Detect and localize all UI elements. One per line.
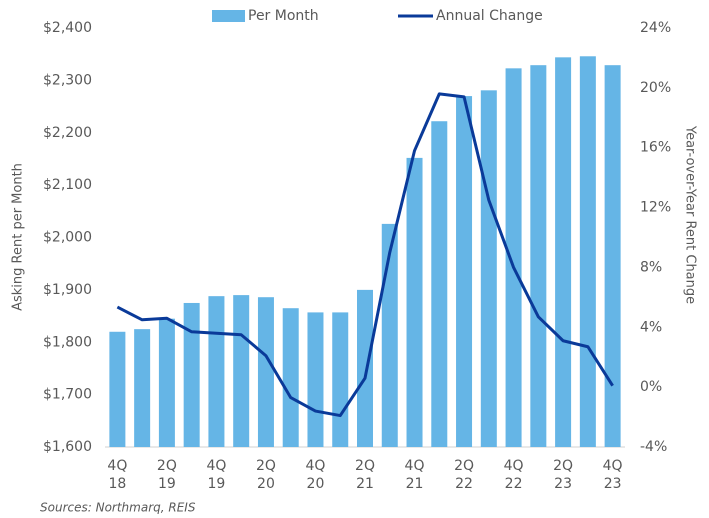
x-tick-line: 4Q — [306, 458, 326, 474]
x-tick-line: 21 — [356, 476, 374, 492]
y-tick-label: $2,300 — [43, 72, 92, 88]
x-tick-label: 4Q 23 — [603, 458, 623, 492]
x-tick-line: 4Q — [504, 458, 524, 474]
x-tick-label: 4Q 19 — [206, 458, 226, 492]
y-tick-label: $2,200 — [43, 125, 92, 141]
bar — [208, 296, 225, 447]
y-tick-label: $1,900 — [43, 282, 92, 298]
x-tick-line: 20 — [307, 476, 325, 492]
x-tick-label: 4Q 21 — [405, 458, 425, 492]
x-tick-line: 2Q — [553, 458, 573, 474]
bar — [480, 90, 497, 448]
x-tick-label: 2Q 21 — [355, 458, 375, 492]
x-tick-line: 18 — [108, 476, 126, 492]
bar — [505, 68, 522, 448]
bar — [431, 121, 448, 447]
y2-tick-label: 12% — [640, 200, 671, 216]
x-tick-line: 20 — [257, 476, 275, 492]
x-tick-label: 2Q 23 — [553, 458, 573, 492]
bar — [604, 65, 621, 447]
y-tick-label: $1,600 — [43, 439, 92, 455]
bar — [307, 312, 324, 447]
y2-tick-label: 8% — [640, 259, 662, 275]
y2-tick-label: 4% — [640, 319, 662, 335]
x-tick-line: 2Q — [454, 458, 474, 474]
x-tick-line: 4Q — [603, 458, 623, 474]
line — [116, 92, 614, 418]
y2-tick-label: -4% — [640, 439, 667, 455]
x-tick-line: 4Q — [206, 458, 226, 474]
legend-label: Annual Change — [436, 8, 543, 24]
x-tick-label: 4Q 18 — [107, 458, 127, 492]
x-tick-label: 2Q 20 — [256, 458, 276, 492]
x-tick-line: 22 — [455, 476, 473, 492]
legend-label: Per Month — [248, 8, 319, 24]
bar — [456, 96, 473, 448]
y2-tick-label: 16% — [640, 140, 671, 156]
y-tick-label: $2,400 — [43, 20, 92, 36]
bar — [109, 331, 126, 447]
bar — [530, 65, 547, 447]
bar — [257, 297, 274, 447]
legend-swatch — [212, 10, 245, 22]
y-tick-label: $1,700 — [43, 387, 92, 403]
y2-tick-label: 0% — [640, 379, 662, 395]
x-tick-line: 2Q — [157, 458, 177, 474]
y-tick-label: $1,800 — [43, 334, 92, 350]
bar — [158, 318, 175, 447]
x-tick-line: 23 — [604, 476, 622, 492]
bar — [357, 289, 373, 447]
x-tick-line: 21 — [406, 476, 424, 492]
y-axis-title: Asking Rent per Month — [11, 163, 26, 311]
y2-axis-title: Year-over-Year Rent Change — [683, 125, 698, 304]
bar — [555, 57, 572, 448]
x-tick-line: 2Q — [355, 458, 375, 474]
source-note: Sources: Northmarq, REIS — [40, 501, 196, 515]
bar — [134, 329, 151, 447]
bar — [282, 308, 299, 447]
bar — [579, 56, 596, 447]
x-tick-label: 4Q 20 — [306, 458, 326, 492]
x-tick-label: 2Q 19 — [157, 458, 177, 492]
x-tick-line: 4Q — [107, 458, 127, 474]
x-tick-line: 23 — [554, 476, 572, 492]
x-tick-line: 19 — [158, 476, 176, 492]
y-tick-label: $2,000 — [43, 230, 92, 246]
y-tick-label: $2,100 — [43, 177, 92, 193]
bar — [406, 157, 423, 447]
x-tick-line: 4Q — [405, 458, 425, 474]
y2-tick-label: 20% — [640, 80, 671, 96]
bar — [233, 295, 250, 447]
x-tick-label: 2Q 22 — [454, 458, 474, 492]
bar — [332, 312, 349, 447]
bar — [183, 302, 200, 447]
x-tick-label: 4Q 22 — [504, 458, 524, 492]
x-tick-line: 22 — [505, 476, 523, 492]
x-tick-line: 19 — [208, 476, 226, 492]
y2-tick-label: 24% — [640, 20, 671, 36]
x-tick-line: 2Q — [256, 458, 276, 474]
